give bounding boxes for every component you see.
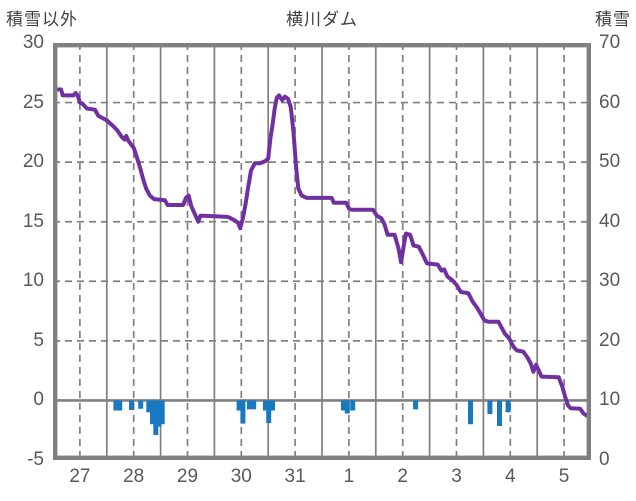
bar-datapoint (341, 400, 346, 411)
left-axis-title: 積雪以外 (6, 10, 78, 29)
bar-datapoint (468, 400, 473, 425)
left-axis-tick: 10 (22, 270, 44, 292)
snow-depth-line (53, 85, 591, 420)
bar-datapoint (350, 400, 356, 411)
right-axis-title: 積雪 (595, 10, 631, 29)
x-axis-tick: 3 (451, 466, 462, 487)
right-axis-tick: 40 (599, 210, 621, 232)
bar-datapoint (138, 400, 144, 409)
x-axis-tick: 28 (123, 466, 145, 487)
x-axis-tick: 5 (558, 466, 570, 487)
x-axis-tick: 29 (176, 466, 199, 487)
right-axis-tick: 10 (599, 389, 621, 411)
bar-datapoint (487, 400, 493, 415)
left-axis-tick: 20 (22, 151, 44, 173)
bar-datapoint (413, 400, 419, 410)
x-axis-tick: 1 (343, 466, 355, 487)
bar-datapoint (150, 400, 155, 425)
bar-datapoint (113, 400, 119, 411)
left-axis-tick: 15 (22, 210, 44, 232)
bar-datapoint (129, 400, 134, 410)
bar-datapoint (505, 400, 511, 413)
bar-datapoint (146, 400, 152, 413)
bar-datapoint (156, 400, 162, 427)
bar-datapoint (246, 400, 252, 410)
right-axis-tick: 60 (599, 91, 621, 113)
bar-datapoint (344, 400, 350, 414)
left-axis-tick: 0 (33, 389, 44, 411)
bar-datapoint (263, 400, 268, 411)
x-axis-tick: 27 (69, 466, 91, 487)
x-axis-tick: 4 (505, 466, 516, 487)
bar-datapoint (117, 400, 123, 411)
bar-datapoint (159, 400, 165, 425)
left-axis-tick: -5 (27, 449, 44, 470)
bar-datapoint (266, 400, 272, 424)
bar-datapoint (497, 400, 502, 427)
right-axis-tick: 30 (599, 270, 621, 292)
bar-datapoint (240, 400, 246, 424)
right-axis-tick: 50 (599, 151, 621, 173)
right-axis-tick: 20 (599, 329, 621, 351)
bar-datapoint (236, 400, 242, 411)
bar-datapoint (251, 400, 257, 410)
plot-area (53, 43, 591, 460)
bar-datapoint (270, 400, 275, 411)
left-axis-tick: 30 (22, 32, 44, 53)
x-axis-tick: 30 (230, 466, 252, 487)
x-axis-tick: 2 (397, 466, 408, 487)
x-axis-tick: 31 (284, 466, 306, 487)
chart-title: 横川ダム (286, 10, 358, 29)
right-axis-tick: 0 (599, 449, 610, 470)
left-axis-tick: 5 (33, 329, 44, 351)
left-axis-tick: 25 (22, 91, 44, 113)
bar-datapoint (153, 400, 159, 436)
right-axis-tick: 70 (599, 32, 621, 53)
